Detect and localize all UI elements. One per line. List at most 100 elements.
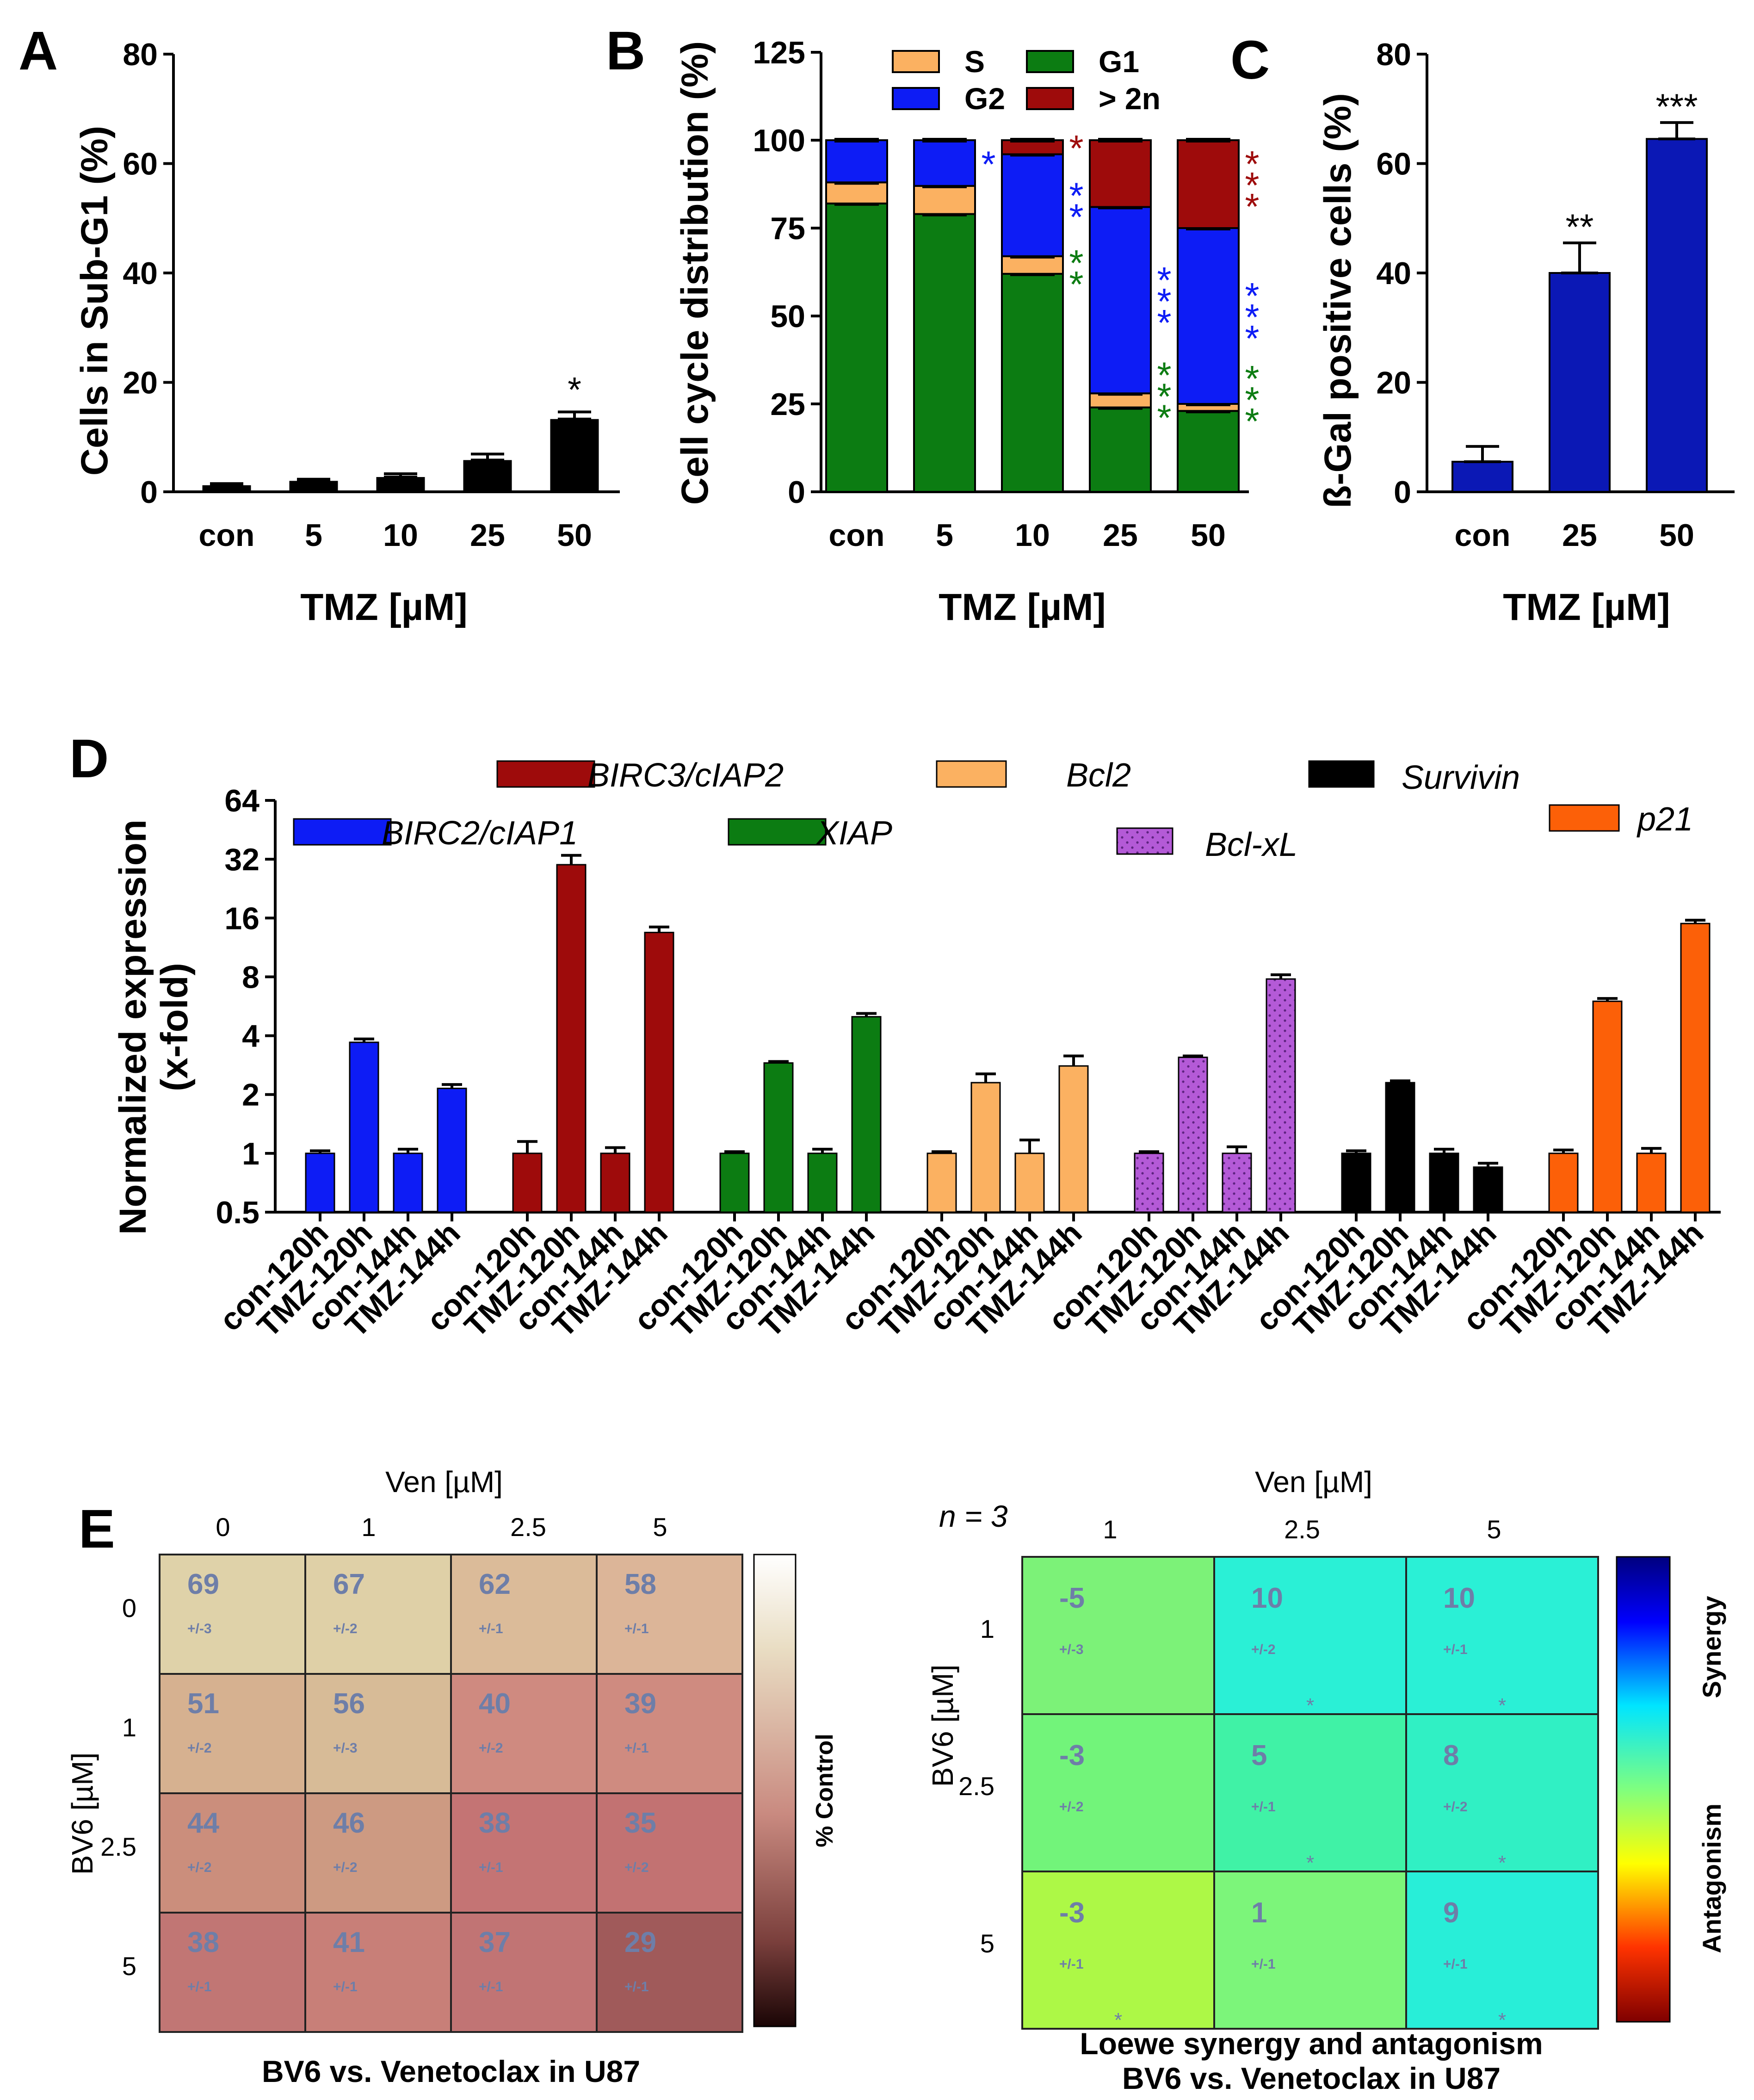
x-tick-label: 10 <box>1015 518 1050 553</box>
bar <box>1222 1152 1252 1213</box>
x-tick-label: 5 <box>305 518 322 553</box>
bar <box>1549 272 1611 493</box>
chart-e2-subtitle: BV6 vs. Venetoclax in U87 <box>1122 2061 1501 2095</box>
chart-c-xlabel: TMZ [µM] <box>1503 586 1670 628</box>
cell-error: +/-2 <box>1059 1799 1084 1815</box>
chart-d-ytick-label: 1 <box>242 1136 259 1171</box>
significance-marker: * <box>981 143 995 185</box>
significance-marker: * <box>1498 1694 1506 1717</box>
bar <box>1134 1152 1164 1213</box>
legend-swatch-g2 <box>892 87 940 110</box>
cell-value: 69 <box>187 1568 219 1600</box>
significance-marker: * <box>1069 175 1083 217</box>
bar <box>463 460 512 492</box>
legend-label-birc2: BIRC2/cIAP1 <box>382 815 578 852</box>
x-tick-label: 1 <box>361 1512 376 1542</box>
bar <box>289 481 338 492</box>
heatmap-cell <box>304 1673 452 1794</box>
heatmap-cell <box>596 1792 743 1914</box>
bar <box>851 1016 882 1213</box>
x-tick-label: 25 <box>1562 518 1597 553</box>
legend-label-g2: G2 <box>964 81 1005 116</box>
bar-segment <box>913 213 976 493</box>
bar <box>1014 1152 1045 1213</box>
panel-label-a: A <box>19 20 58 81</box>
legend-label-survivin: Survivin <box>1402 759 1520 796</box>
heatmap-cell <box>450 1912 598 2033</box>
chart-e1-colorbar <box>753 1554 797 2027</box>
chart-e2-xlabel: Ven [µM] <box>1255 1465 1372 1499</box>
y-tick-label: 1 <box>980 1614 994 1643</box>
bar <box>1636 1152 1667 1213</box>
cell-value: 10 <box>1251 1582 1283 1614</box>
legend-swatch-p21 <box>1549 804 1620 832</box>
bar-segment <box>1089 392 1152 409</box>
significance-marker: * <box>1069 264 1083 305</box>
legend-label-s: S <box>964 44 985 79</box>
cell-value: 51 <box>187 1688 219 1720</box>
bar-segment <box>1089 406 1152 493</box>
chart-d-ylabel-2: (x-fold) <box>154 963 196 1091</box>
x-tick-label: con <box>1455 518 1511 553</box>
legend-label-xiap: XIAP <box>815 815 892 852</box>
chart-d-ytick-label: 32 <box>224 842 259 877</box>
bar <box>970 1082 1001 1213</box>
legend-swatch-bcl2 <box>936 760 1007 788</box>
x-tick-label: 5 <box>936 518 953 553</box>
bar <box>1266 978 1296 1213</box>
chart-c-ytick-label: 0 <box>1394 475 1411 510</box>
significance-marker: * <box>1114 2009 1122 2032</box>
significance-marker: * <box>1245 186 1259 227</box>
cell-error: +/-1 <box>479 1979 503 1995</box>
bar <box>349 1041 379 1213</box>
heatmap-cell <box>1213 1556 1407 1715</box>
legend-label-gt2n: > 2n <box>1099 81 1161 116</box>
bar-segment <box>825 202 888 493</box>
bar <box>550 419 599 492</box>
heatmap-cell <box>1405 1556 1599 1715</box>
heatmap-cell <box>1213 1871 1407 2030</box>
chart-d-ytick-label: 8 <box>242 960 259 995</box>
chart-e2-colorbar <box>1616 1556 1671 2023</box>
bar <box>1592 1000 1623 1213</box>
legend-swatch-g1 <box>1026 50 1074 73</box>
legend-swatch-s <box>892 50 940 73</box>
x-tick-label: con <box>199 518 255 553</box>
significance-marker: *** <box>1655 86 1698 127</box>
x-tick-label: con <box>829 518 885 553</box>
x-tick-label: 10 <box>383 518 418 553</box>
cell-value: 5 <box>1251 1740 1267 1772</box>
bar <box>1058 1065 1089 1213</box>
bar <box>305 1152 335 1213</box>
chart-b-cell-cycle: Cell cycle distribution (%) TMZ [µM] S G… <box>674 35 1260 628</box>
x-tick-label: 2.5 <box>1284 1515 1320 1544</box>
bar-segment <box>913 185 976 215</box>
chart-a-ytick-label: 20 <box>123 365 158 401</box>
bar <box>1680 923 1711 1213</box>
cell-error: +/-1 <box>479 1860 503 1875</box>
chart-c-ytick-label: 40 <box>1376 256 1411 291</box>
significance-marker: ** <box>1566 206 1594 247</box>
significance-marker: * <box>1157 302 1171 343</box>
cell-value: 35 <box>624 1807 656 1839</box>
cell-error: +/-2 <box>479 1741 503 1756</box>
bar <box>376 477 425 492</box>
heatmap-cell <box>1021 1871 1215 2030</box>
legend-swatch-birc3 <box>496 760 595 788</box>
bar <box>719 1152 750 1213</box>
chart-e2-colorbar-bottom: Antagonism <box>1697 1803 1726 1953</box>
significance-marker: * <box>1498 1852 1506 1874</box>
y-tick-label: 0 <box>122 1593 136 1623</box>
x-tick-label: 1 <box>1103 1515 1117 1544</box>
significance-marker: * <box>1245 318 1259 359</box>
bar-segment <box>913 139 976 187</box>
cell-value: 67 <box>333 1568 365 1600</box>
bar <box>1341 1152 1371 1213</box>
bar <box>1548 1152 1579 1213</box>
cell-value: 41 <box>333 1927 365 1958</box>
chart-d-ytick-label: 64 <box>224 783 259 818</box>
y-tick-label: 1 <box>122 1713 136 1742</box>
cell-value: 62 <box>479 1568 511 1600</box>
bar-segment <box>1001 255 1064 275</box>
cell-value: 8 <box>1443 1740 1459 1772</box>
